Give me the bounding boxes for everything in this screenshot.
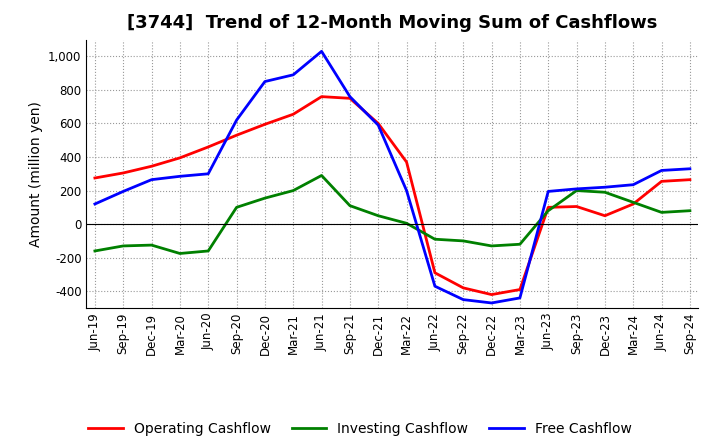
Free Cashflow xyxy=(431,283,439,289)
Free Cashflow xyxy=(516,295,524,301)
Free Cashflow xyxy=(657,168,666,173)
Investing Cashflow xyxy=(119,243,127,249)
Free Cashflow xyxy=(402,188,411,193)
Operating Cashflow xyxy=(91,176,99,181)
Operating Cashflow xyxy=(629,202,637,207)
Operating Cashflow xyxy=(374,121,382,126)
Legend: Operating Cashflow, Investing Cashflow, Free Cashflow: Operating Cashflow, Investing Cashflow, … xyxy=(82,417,638,440)
Free Cashflow xyxy=(204,171,212,176)
Operating Cashflow xyxy=(402,159,411,165)
Investing Cashflow xyxy=(261,195,269,201)
Free Cashflow xyxy=(318,49,326,54)
Investing Cashflow xyxy=(346,203,354,208)
Free Cashflow xyxy=(91,202,99,207)
Free Cashflow xyxy=(346,94,354,99)
Operating Cashflow xyxy=(544,205,552,210)
Free Cashflow xyxy=(629,182,637,187)
Free Cashflow xyxy=(119,189,127,194)
Investing Cashflow xyxy=(516,242,524,247)
Operating Cashflow xyxy=(685,177,694,182)
Investing Cashflow xyxy=(289,188,297,193)
Investing Cashflow xyxy=(204,248,212,253)
Investing Cashflow xyxy=(318,173,326,178)
Operating Cashflow xyxy=(204,144,212,150)
Investing Cashflow xyxy=(629,200,637,205)
Free Cashflow xyxy=(685,166,694,172)
Operating Cashflow xyxy=(346,95,354,101)
Operating Cashflow xyxy=(148,164,156,169)
Free Cashflow xyxy=(261,79,269,84)
Investing Cashflow xyxy=(544,208,552,213)
Operating Cashflow xyxy=(289,112,297,117)
Investing Cashflow xyxy=(657,210,666,215)
Line: Operating Cashflow: Operating Cashflow xyxy=(95,97,690,295)
Line: Free Cashflow: Free Cashflow xyxy=(95,51,690,303)
Investing Cashflow xyxy=(233,205,241,210)
Free Cashflow xyxy=(600,185,609,190)
Investing Cashflow xyxy=(600,190,609,195)
Operating Cashflow xyxy=(516,287,524,292)
Investing Cashflow xyxy=(91,248,99,253)
Free Cashflow xyxy=(148,177,156,182)
Investing Cashflow xyxy=(487,243,496,249)
Investing Cashflow xyxy=(431,237,439,242)
Operating Cashflow xyxy=(487,292,496,297)
Investing Cashflow xyxy=(459,238,467,244)
Investing Cashflow xyxy=(374,213,382,218)
Operating Cashflow xyxy=(119,170,127,176)
Operating Cashflow xyxy=(176,155,184,161)
Operating Cashflow xyxy=(431,270,439,275)
Free Cashflow xyxy=(233,117,241,123)
Free Cashflow xyxy=(487,301,496,306)
Investing Cashflow xyxy=(572,188,581,193)
Free Cashflow xyxy=(544,189,552,194)
Free Cashflow xyxy=(572,186,581,191)
Title: [3744]  Trend of 12-Month Moving Sum of Cashflows: [3744] Trend of 12-Month Moving Sum of C… xyxy=(127,15,657,33)
Y-axis label: Amount (million yen): Amount (million yen) xyxy=(29,101,42,247)
Investing Cashflow xyxy=(176,251,184,256)
Operating Cashflow xyxy=(657,179,666,184)
Free Cashflow xyxy=(374,122,382,128)
Operating Cashflow xyxy=(233,132,241,138)
Line: Investing Cashflow: Investing Cashflow xyxy=(95,176,690,253)
Investing Cashflow xyxy=(685,208,694,213)
Operating Cashflow xyxy=(459,285,467,290)
Operating Cashflow xyxy=(600,213,609,218)
Investing Cashflow xyxy=(402,220,411,226)
Operating Cashflow xyxy=(572,204,581,209)
Operating Cashflow xyxy=(261,122,269,127)
Free Cashflow xyxy=(459,297,467,302)
Free Cashflow xyxy=(176,174,184,179)
Free Cashflow xyxy=(289,72,297,77)
Investing Cashflow xyxy=(148,242,156,248)
Operating Cashflow xyxy=(318,94,326,99)
